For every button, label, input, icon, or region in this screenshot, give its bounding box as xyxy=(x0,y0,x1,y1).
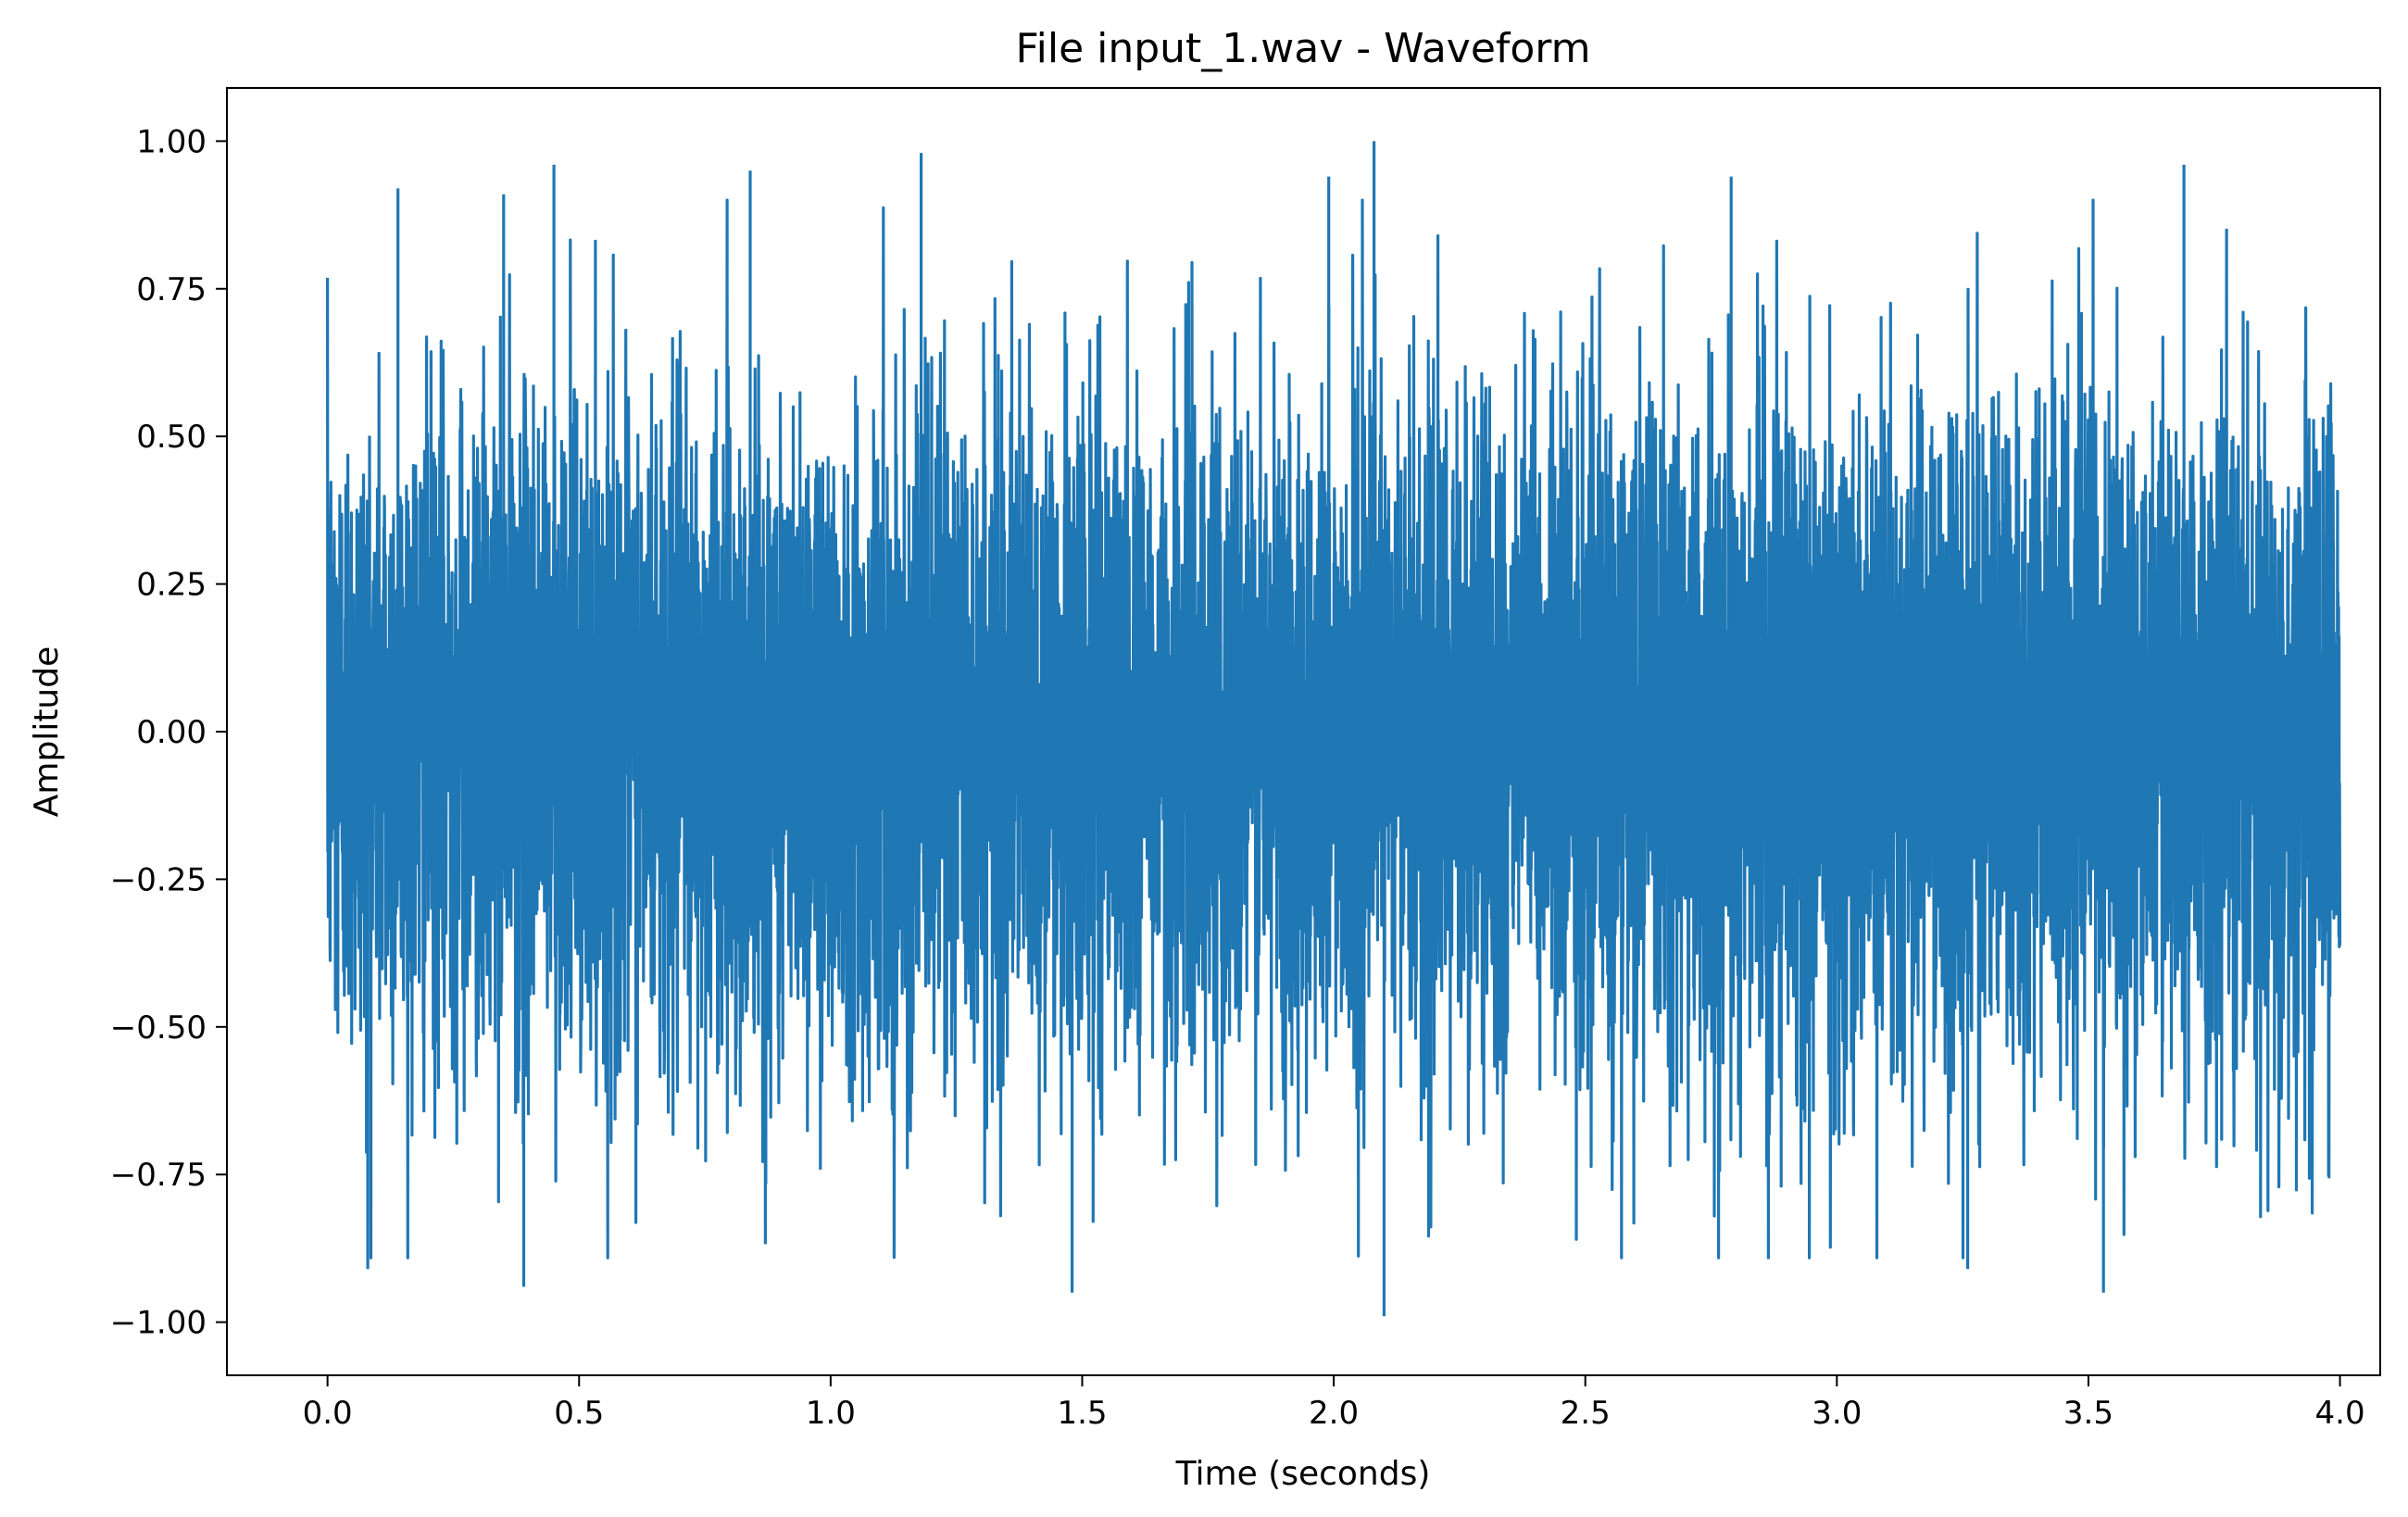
y-tick-label: 0.50 xyxy=(136,419,207,456)
y-axis-label: Amplitude xyxy=(28,646,66,817)
x-tick-label: 3.5 xyxy=(2063,1395,2113,1432)
y-tick-label: 1.00 xyxy=(136,123,207,160)
x-axis-label: Time (seconds) xyxy=(1175,1455,1431,1493)
waveform-series xyxy=(326,141,2342,1317)
chart-title: File input_1.wav - Waveform xyxy=(1016,25,1591,72)
y-tick-label: 0.00 xyxy=(136,714,207,751)
y-tick-label: −1.00 xyxy=(110,1305,207,1342)
x-tick-label: 2.0 xyxy=(1309,1395,1359,1432)
y-tick-label: 0.25 xyxy=(136,567,207,604)
y-axis-ticks: 1.00 0.75 0.50 0.25 0.00 −0.25 −0.50 −0.75 −1.00 xyxy=(110,123,227,1342)
y-tick-label: −0.25 xyxy=(110,861,207,898)
x-tick-label: 1.5 xyxy=(1057,1395,1107,1432)
x-tick-label: 3.0 xyxy=(1812,1395,1862,1432)
x-tick-label: 4.0 xyxy=(2315,1395,2365,1432)
waveform-line xyxy=(326,198,2342,1260)
x-tick-label: 2.5 xyxy=(1561,1395,1611,1432)
x-tick-label: 0.5 xyxy=(554,1395,604,1432)
y-tick-label: −0.75 xyxy=(110,1157,207,1194)
x-axis-ticks: 0.0 0.5 1.0 1.5 2.0 2.5 3.0 3.5 4.0 xyxy=(303,1375,2365,1432)
y-tick-label: 0.75 xyxy=(136,271,207,308)
waveform-peaks xyxy=(366,141,2186,1317)
y-tick-label: −0.50 xyxy=(110,1009,207,1047)
x-tick-label: 0.0 xyxy=(303,1395,353,1432)
x-tick-label: 1.0 xyxy=(806,1395,856,1432)
plot-frame xyxy=(226,87,2381,1376)
